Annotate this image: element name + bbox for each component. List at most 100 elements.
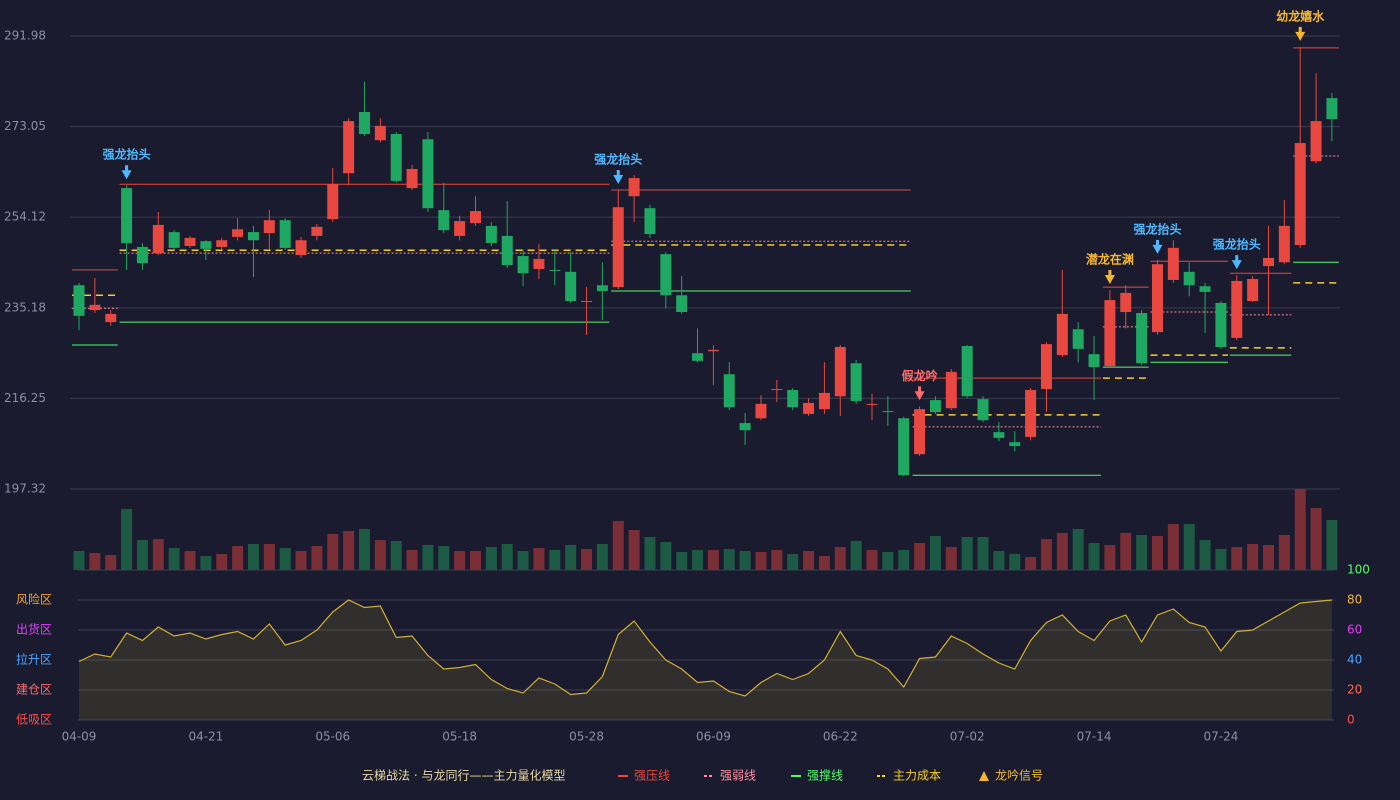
y-tick-label: 235.18: [4, 300, 46, 314]
candle-body: [1183, 271, 1195, 286]
volume-bar: [898, 550, 910, 570]
signal-label: 强龙抬头: [1213, 237, 1261, 252]
candle-body: [247, 232, 259, 241]
signal-arrow: [914, 386, 925, 401]
candle-body: [787, 390, 799, 408]
candle-body: [1247, 279, 1259, 302]
volume-bar: [834, 547, 846, 570]
zone-label: 出货区: [16, 622, 52, 637]
candle-body: [1056, 313, 1068, 356]
candle-body: [692, 353, 704, 361]
candle-body: [1025, 390, 1037, 437]
candle-body: [565, 271, 577, 302]
volume-bar: [644, 537, 656, 570]
x-tick-label: 04-21: [188, 730, 223, 744]
legend-label: 强压线: [634, 769, 670, 783]
volume-bar: [358, 529, 370, 570]
candle-body: [929, 400, 941, 413]
volume-bar: [882, 552, 894, 570]
x-tick-label: 07-14: [1077, 730, 1112, 744]
zone-label: 风险区: [16, 592, 52, 607]
candle-body: [850, 363, 862, 402]
volume-bar: [676, 552, 688, 570]
volume-bar: [581, 549, 593, 570]
candle-body: [422, 139, 434, 209]
candle-body: [660, 254, 672, 296]
volume-bar: [73, 551, 85, 570]
volume-bar: [993, 551, 1005, 570]
candle-body: [136, 246, 148, 264]
volume-bar: [1294, 489, 1306, 570]
candle-body: [374, 125, 386, 141]
volume-bar: [1310, 508, 1322, 570]
candle-body: [406, 168, 418, 189]
candle-body: [1136, 312, 1148, 364]
candle-body: [1104, 300, 1116, 367]
volume-bar: [1326, 520, 1338, 570]
volume-bar: [1072, 529, 1084, 570]
signal-arrow: [1104, 270, 1115, 285]
candle-body: [834, 346, 846, 397]
volume-bar: [105, 555, 117, 570]
legend-label: 强弱线: [720, 769, 756, 783]
candle-body: [1167, 247, 1179, 280]
x-tick-label: 05-28: [569, 730, 604, 744]
volume-bar: [263, 544, 275, 570]
osc-tick-label: 100: [1347, 563, 1370, 577]
signal-arrow: [1152, 239, 1163, 254]
candle-body: [628, 178, 640, 197]
signal-arrow: [613, 169, 624, 184]
x-tick-label: 06-22: [823, 730, 858, 744]
volume-bar: [517, 551, 529, 570]
volume-bar: [327, 534, 339, 570]
volume-bar: [279, 548, 291, 570]
volume-bar: [739, 551, 751, 570]
volume-bar: [628, 530, 640, 570]
candle-body: [882, 411, 894, 413]
osc-tick-label: 20: [1347, 683, 1362, 697]
y-tick-label: 197.32: [4, 482, 46, 496]
volume-bar: [977, 537, 989, 570]
candle-body: [961, 346, 973, 397]
candle-body: [343, 121, 355, 174]
volume-bar: [121, 509, 133, 570]
volume-bar: [200, 556, 212, 570]
volume-bar: [470, 551, 481, 570]
x-tick-label: 05-18: [442, 730, 477, 744]
volume-bar: [929, 536, 941, 570]
volume-bar: [803, 551, 815, 570]
volume-bar: [485, 547, 497, 570]
candle-body: [866, 403, 878, 405]
volume-bar: [1136, 535, 1148, 570]
y-tick-label: 254.12: [4, 210, 46, 224]
signal-label: 假龙吟: [902, 368, 938, 383]
zone-label: 低吸区: [16, 713, 52, 727]
candle-body: [517, 256, 529, 274]
volume-bar: [1183, 524, 1195, 570]
volume-bar: [247, 544, 259, 570]
y-tick-label: 273.05: [4, 119, 46, 133]
volume-bar: [787, 554, 799, 570]
volume-bar: [723, 549, 735, 570]
candle-body: [549, 269, 561, 271]
volume-bar: [390, 541, 402, 570]
volume-bar: [168, 548, 180, 570]
volume-bar: [501, 544, 513, 570]
candle-body: [89, 304, 101, 311]
candle-body: [533, 258, 545, 269]
y-tick-label: 216.25: [4, 391, 46, 405]
volume-bar: [707, 550, 719, 570]
candle-body: [644, 208, 656, 235]
candle-body: [1072, 329, 1084, 349]
candle-body: [1231, 280, 1243, 338]
volume-bar: [549, 550, 561, 570]
volume-bar: [692, 550, 704, 570]
osc-tick-label: 0: [1347, 713, 1355, 727]
volume-bar: [1009, 554, 1021, 570]
candle-body: [1120, 292, 1132, 313]
candle-body: [1199, 286, 1211, 292]
volume-bar: [1247, 544, 1259, 570]
candle-body: [707, 349, 719, 352]
osc-tick-label: 60: [1347, 623, 1362, 637]
osc-tick-label: 40: [1347, 653, 1362, 667]
